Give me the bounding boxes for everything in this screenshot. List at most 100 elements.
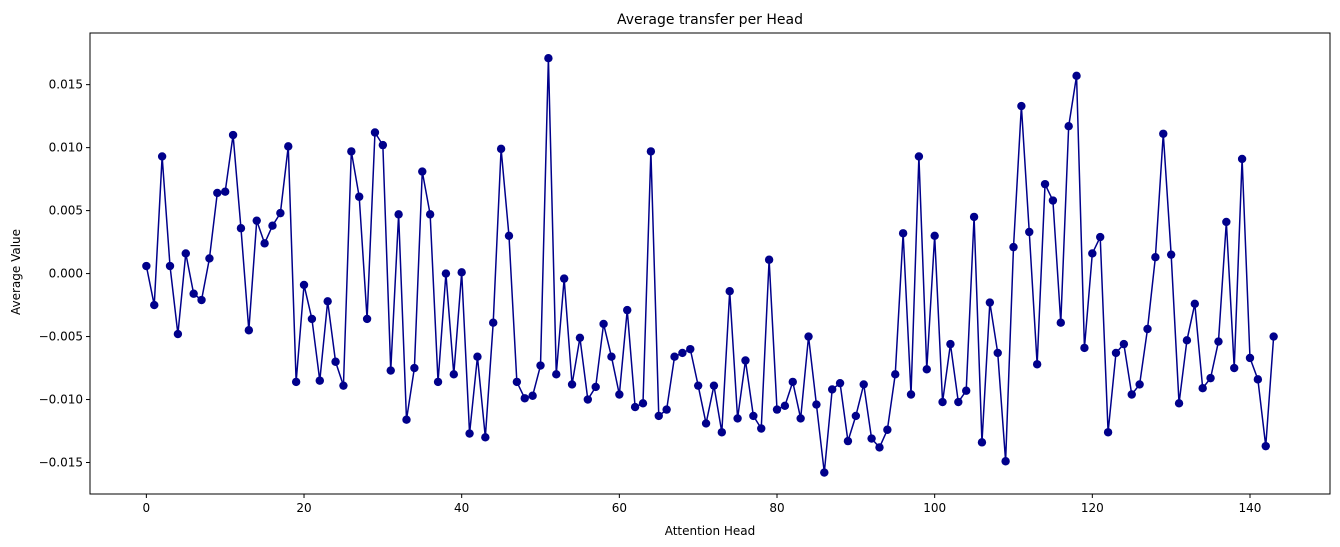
data-point	[157, 152, 167, 161]
data-point	[764, 255, 774, 264]
x-tick-label: 80	[769, 501, 784, 515]
data-point	[914, 152, 924, 161]
data-point	[260, 239, 269, 248]
data-point	[662, 405, 671, 414]
data-point	[591, 382, 600, 392]
data-point	[623, 305, 632, 315]
data-point	[1237, 154, 1247, 164]
data-point	[859, 380, 868, 389]
data-point	[906, 390, 916, 399]
data-point	[567, 380, 577, 389]
data-point	[977, 438, 987, 447]
data-point	[418, 167, 427, 176]
data-point	[1206, 373, 1215, 383]
data-point	[898, 229, 908, 238]
data-point	[1001, 457, 1010, 466]
data-point	[489, 318, 498, 327]
data-point	[496, 144, 506, 154]
axes-frame	[89, 32, 1331, 495]
data-point	[291, 377, 301, 387]
data-point	[142, 261, 151, 271]
data-point	[299, 280, 309, 290]
data-point	[1072, 71, 1081, 81]
data-point	[1230, 363, 1239, 373]
data-point	[504, 231, 514, 240]
data-point	[1064, 122, 1073, 131]
data-point	[481, 433, 490, 442]
data-point	[441, 269, 451, 278]
data-point	[1151, 253, 1160, 262]
data-point	[1009, 242, 1018, 252]
y-axis: −0.015 −0.010 −0.005 0.000 0.005 0.010 0.015	[39, 78, 90, 470]
data-point	[339, 381, 348, 390]
data-point	[236, 224, 246, 233]
x-axis-label: Attention Head	[665, 524, 756, 538]
data-point	[638, 399, 648, 408]
data-point	[686, 344, 695, 354]
data-point	[741, 356, 750, 365]
data-point	[410, 363, 419, 373]
data-point	[1222, 217, 1231, 227]
data-point	[386, 366, 395, 375]
data-point	[552, 370, 561, 379]
data-point	[962, 386, 971, 395]
data-point	[559, 274, 569, 283]
data-point	[268, 221, 277, 230]
x-tick-label: 100	[923, 501, 946, 515]
data-point	[165, 261, 175, 271]
x-tick-label: 40	[454, 501, 469, 515]
data-point	[607, 352, 616, 361]
data-point	[252, 216, 261, 225]
x-tick-label: 60	[612, 501, 627, 515]
data-point	[922, 365, 931, 374]
data-point	[370, 128, 380, 137]
x-tick-label: 20	[296, 501, 311, 515]
data-point	[1017, 101, 1026, 111]
data-point	[1261, 441, 1270, 451]
data-point	[323, 297, 332, 306]
data-point	[867, 434, 876, 443]
data-point	[654, 411, 663, 421]
data-point	[693, 381, 703, 390]
data-point	[891, 370, 900, 379]
data-point	[197, 295, 206, 305]
y-tick-label: 0.015	[49, 78, 83, 92]
y-tick-label: −0.010	[39, 393, 83, 407]
data-point	[1174, 399, 1184, 408]
data-point	[449, 370, 458, 379]
data-point	[630, 402, 640, 412]
data-point	[520, 394, 529, 403]
data-point	[843, 436, 853, 446]
data-point	[307, 314, 317, 324]
data-point	[465, 429, 474, 438]
data-point	[1119, 339, 1129, 349]
data-point	[827, 385, 837, 394]
data-point	[835, 378, 845, 388]
data-point	[473, 352, 482, 361]
data-point	[205, 254, 214, 263]
y-tick-label: −0.015	[39, 456, 83, 470]
data-point	[1159, 129, 1168, 138]
x-tick-label: 0	[143, 501, 151, 515]
data-point	[875, 443, 884, 452]
y-tick-label: 0.000	[49, 267, 83, 281]
data-point	[213, 188, 222, 198]
data-point	[985, 298, 995, 307]
data-point	[228, 130, 238, 140]
data-point	[930, 231, 939, 240]
chart-title: Average transfer per Head	[617, 12, 803, 28]
data-point	[709, 381, 719, 390]
data-point	[733, 414, 742, 423]
data-point	[851, 411, 861, 421]
data-point	[1056, 318, 1065, 327]
data-point	[1269, 332, 1278, 341]
data-point	[1103, 428, 1113, 437]
data-point	[189, 289, 198, 298]
data-point	[276, 208, 285, 218]
data-point	[820, 468, 829, 477]
data-point	[883, 425, 892, 434]
data-point	[347, 147, 356, 156]
data-point	[394, 210, 403, 219]
y-tick-label: 0.005	[49, 204, 83, 218]
x-axis: 0 20 40 60 80 100 120 140	[143, 494, 1261, 515]
